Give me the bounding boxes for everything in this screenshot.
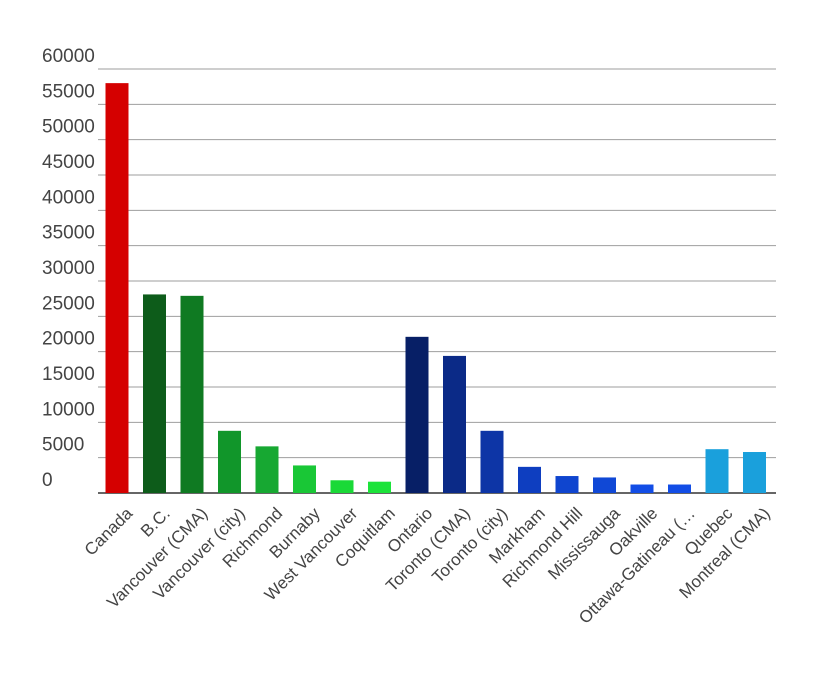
bar-markham (518, 466, 541, 493)
y-tick-label: 35000 (42, 223, 95, 244)
bar-west-vancouver (330, 480, 354, 493)
y-tick-label: 60000 (42, 46, 95, 67)
bar-montreal-cma (743, 452, 766, 493)
y-tick-label: 50000 (42, 117, 95, 138)
bar-oakville (630, 484, 654, 493)
bar-richmond (255, 446, 279, 493)
bar-mississauga (593, 477, 616, 493)
x-tick-label: Canada (81, 504, 137, 560)
x-axis-category-labels: Canada B.C.Vancouver (CMA)Vancouver (city… (81, 504, 774, 628)
bars (105, 83, 766, 493)
bar-b-c (143, 294, 166, 493)
y-tick-label: 10000 (42, 399, 95, 420)
bar-canada (105, 83, 129, 493)
bar-vancouver-city (218, 430, 241, 493)
bar-burnaby (293, 465, 316, 493)
y-tick-label: 40000 (42, 187, 95, 208)
bar-quebec (705, 449, 729, 493)
y-tick-label: 25000 (42, 293, 95, 314)
gridlines (98, 68, 776, 494)
y-tick-label: 30000 (42, 258, 95, 279)
y-tick-label: 45000 (42, 152, 95, 173)
y-tick-label: 0 (42, 470, 53, 491)
bar-richmond-hill (555, 476, 579, 493)
bar-toronto-cma (443, 355, 466, 493)
bar-toronto-city (480, 430, 504, 493)
y-axis-tick-labels: 0 5000 10000 15000 20000 25000 30000 35000 40000… (42, 46, 95, 491)
bar-ontario (405, 336, 429, 493)
y-tick-label: 15000 (42, 364, 95, 385)
y-tick-label: 55000 (42, 81, 95, 102)
bar-vancouver-cma (180, 295, 204, 493)
bar-ottawa-gatineau (668, 484, 691, 493)
bar-coquitlam (368, 481, 391, 493)
y-tick-label: 5000 (42, 435, 84, 456)
y-tick-label: 20000 (42, 329, 95, 350)
